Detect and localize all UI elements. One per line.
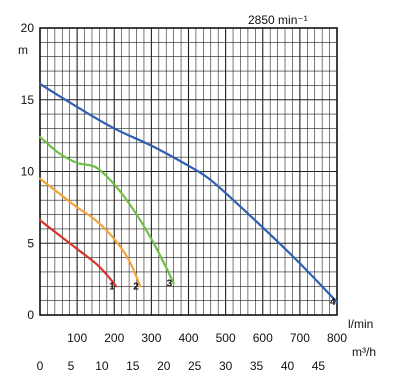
curve-1 [38, 219, 118, 288]
y-tick-label: 10 [21, 165, 35, 179]
y-axis-label: m [18, 43, 28, 57]
curve-3 [38, 135, 175, 285]
x2-tick-labels: 0 5 10 15 20 25 30 35 40 45 [37, 359, 326, 373]
x2-tick-label: 40 [281, 359, 295, 373]
x-tick-label: 800 [327, 331, 347, 345]
curve-2 [38, 177, 142, 288]
x-tick-label: 400 [178, 331, 198, 345]
x2-tick-label: 0 [37, 359, 44, 373]
x-axis-label: l/min [348, 317, 373, 331]
speed-label: 2850 min⁻¹ [248, 13, 308, 27]
curve-label-3: 3 [167, 278, 173, 289]
x2-tick-label: 25 [188, 359, 202, 373]
curve-label-4: 4 [330, 297, 336, 308]
y-tick-label: 20 [21, 21, 35, 35]
y-tick-label: 5 [27, 236, 34, 250]
x-tick-label: 600 [253, 331, 273, 345]
curve-labels: 1 2 3 4 [109, 278, 336, 308]
x-tick-label: 100 [67, 331, 87, 345]
x-tick-labels: 100 200 300 400 500 600 700 800 [67, 331, 347, 345]
x2-tick-label: 35 [250, 359, 264, 373]
major-grid [40, 28, 337, 315]
y-tick-label: 15 [21, 93, 35, 107]
x2-tick-label: 30 [219, 359, 233, 373]
curves [38, 82, 339, 304]
x2-tick-label: 5 [68, 359, 75, 373]
x2-tick-label: 15 [126, 359, 140, 373]
curve-label-2: 2 [133, 281, 139, 292]
x-tick-label: 700 [290, 331, 310, 345]
x-tick-label: 500 [216, 331, 236, 345]
x2-tick-label: 45 [312, 359, 326, 373]
curve-4 [38, 82, 339, 304]
x2-tick-label: 10 [95, 359, 109, 373]
x2-axis-label: m³/h [352, 345, 376, 359]
y-tick-label: 0 [27, 308, 34, 322]
curve-label-1: 1 [109, 281, 115, 292]
x-tick-label: 200 [104, 331, 124, 345]
x2-tick-label: 20 [157, 359, 171, 373]
x-tick-label: 300 [141, 331, 161, 345]
plot-frame [39, 27, 338, 316]
y-tick-labels: 0 5 10 15 20 [21, 21, 35, 322]
